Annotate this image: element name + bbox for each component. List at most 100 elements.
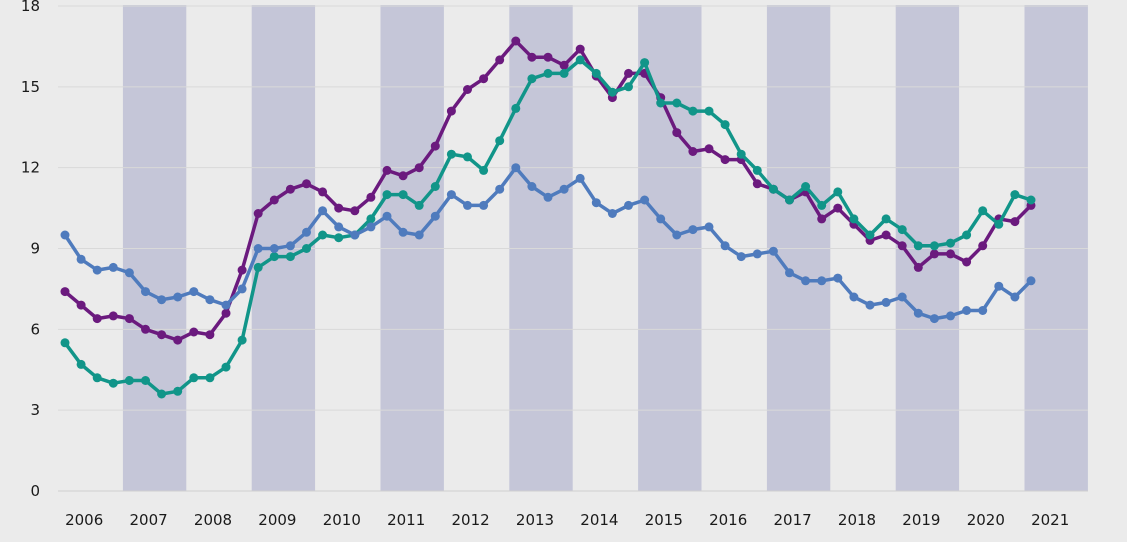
- data-point: [205, 295, 215, 305]
- data-point: [511, 36, 521, 46]
- data-point: [285, 241, 295, 251]
- data-point: [978, 306, 988, 315]
- data-point: [269, 195, 279, 205]
- data-point: [720, 241, 730, 251]
- data-point: [865, 300, 875, 310]
- data-point: [430, 182, 440, 191]
- data-point: [559, 68, 569, 78]
- data-point: [704, 106, 714, 116]
- data-point: [398, 171, 408, 181]
- data-point: [253, 262, 263, 272]
- data-point: [752, 165, 762, 175]
- data-point: [495, 184, 505, 194]
- data-point: [881, 214, 891, 224]
- data-point: [382, 165, 392, 175]
- data-point: [334, 203, 344, 213]
- data-point: [463, 152, 472, 162]
- data-point: [704, 222, 714, 232]
- series-3: [60, 163, 1036, 324]
- x-tick-label: 2021: [1031, 511, 1069, 529]
- data-point: [463, 85, 472, 94]
- data-point: [591, 198, 601, 208]
- data-point: [624, 82, 633, 92]
- data-point: [366, 222, 376, 232]
- data-point: [865, 230, 875, 240]
- data-point: [446, 149, 456, 159]
- data-point: [511, 163, 521, 173]
- data-point: [929, 314, 939, 324]
- data-point: [108, 311, 118, 321]
- data-point: [575, 173, 585, 183]
- data-point: [92, 265, 102, 275]
- data-point: [366, 192, 376, 202]
- data-point: [446, 106, 456, 116]
- x-tick-label: 2014: [580, 511, 618, 529]
- x-tick-label: 2020: [967, 511, 1005, 529]
- data-point: [833, 203, 843, 213]
- x-tick-label: 2009: [258, 511, 296, 529]
- data-point: [124, 314, 134, 324]
- data-point: [495, 55, 505, 65]
- data-point: [768, 184, 778, 194]
- series-1: [60, 36, 1036, 345]
- data-point: [334, 233, 344, 243]
- x-tick-label: 2013: [516, 511, 554, 529]
- data-point: [1010, 292, 1020, 302]
- data-point: [897, 241, 907, 251]
- data-point: [253, 244, 263, 253]
- x-axis-tick-labels: 2006 2007 2008 2009 2010 2011 2012 2013 2014 2015…: [65, 511, 1069, 529]
- data-point: [575, 44, 585, 54]
- data-point: [994, 219, 1004, 229]
- x-tick-label: 2016: [709, 511, 747, 529]
- data-point: [720, 120, 730, 130]
- data-point: [591, 68, 601, 78]
- x-tick-label: 2012: [452, 511, 490, 529]
- x-tick-label: 2008: [194, 511, 232, 529]
- data-point: [366, 214, 376, 224]
- data-point: [414, 200, 424, 210]
- x-tick-label: 2006: [65, 511, 103, 529]
- data-point: [446, 190, 456, 200]
- data-point: [672, 128, 682, 138]
- data-point: [736, 149, 746, 159]
- data-point: [124, 268, 134, 278]
- data-point: [76, 300, 86, 310]
- y-tick-label: 3: [30, 401, 40, 419]
- data-point: [801, 182, 811, 191]
- data-point: [173, 292, 183, 302]
- data-point: [108, 378, 118, 388]
- data-point: [334, 222, 344, 232]
- data-point: [318, 206, 328, 216]
- data-point: [1010, 217, 1020, 227]
- data-point: [543, 52, 553, 62]
- data-point: [688, 147, 698, 156]
- data-point: [527, 52, 537, 62]
- data-point: [350, 206, 360, 216]
- data-point: [801, 276, 811, 286]
- data-point: [946, 238, 955, 248]
- data-point: [92, 373, 102, 383]
- data-point: [527, 182, 537, 191]
- data-point: [60, 230, 70, 240]
- data-point: [607, 209, 617, 218]
- data-point: [672, 230, 682, 240]
- data-point: [913, 241, 923, 251]
- data-point: [414, 230, 424, 240]
- data-point: [495, 136, 505, 146]
- data-point: [881, 297, 891, 307]
- data-point: [173, 386, 183, 396]
- data-point: [350, 230, 360, 240]
- data-point: [736, 252, 746, 262]
- data-point: [559, 60, 569, 70]
- data-point: [76, 359, 86, 369]
- data-point: [752, 249, 762, 259]
- data-point: [624, 68, 633, 78]
- data-point: [479, 74, 489, 84]
- data-point: [463, 200, 472, 210]
- data-point: [430, 211, 440, 221]
- data-point: [785, 268, 794, 278]
- x-tick-label: 2010: [323, 511, 361, 529]
- data-point: [76, 254, 86, 264]
- data-point: [60, 338, 70, 348]
- x-tick-label: 2018: [838, 511, 876, 529]
